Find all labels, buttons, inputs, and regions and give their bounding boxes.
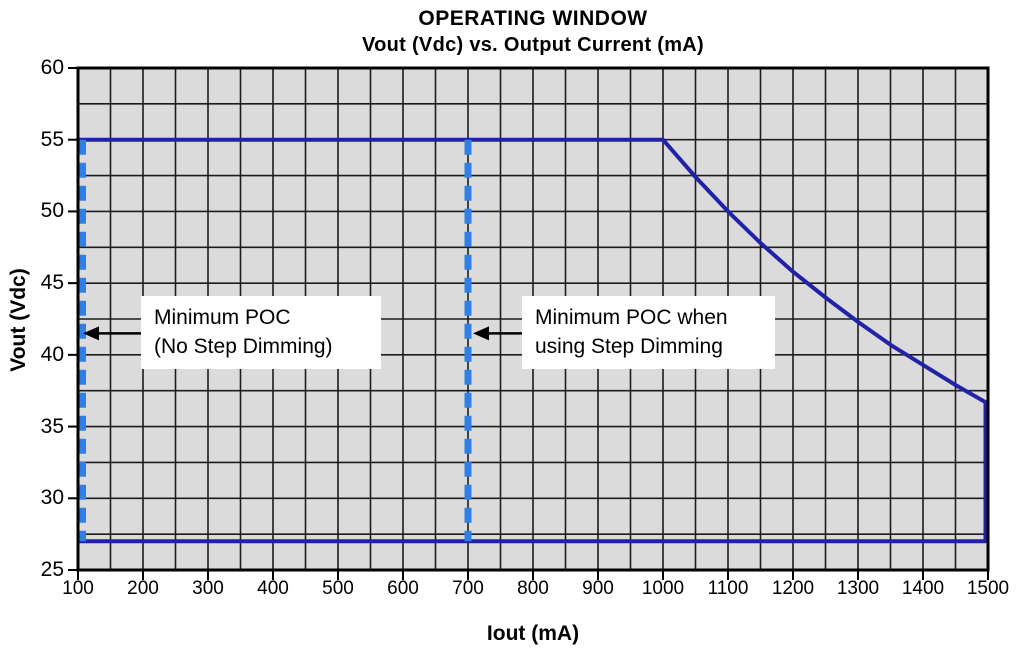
y-tick-label: 25 <box>40 558 64 581</box>
x-tick-label: 1500 <box>966 578 1010 599</box>
plot-border <box>76 66 990 572</box>
x-tick-label: 900 <box>582 578 614 599</box>
chart-subtitle: Vout (Vdc) vs. Output Current (mA) <box>361 34 705 56</box>
x-tick-label: 1300 <box>836 578 880 599</box>
x-tick-label: 700 <box>452 578 484 599</box>
annotation-arrowhead-icon <box>473 326 489 341</box>
x-tick-label: 1000 <box>641 578 685 599</box>
y-tick-label: 60 <box>40 56 64 79</box>
x-axis-title: Iout (mA) <box>486 622 580 645</box>
annotation-min-poc-step-dimming: Minimum POC when using Step Dimming <box>522 296 775 369</box>
x-tick-label: 100 <box>62 578 94 599</box>
annotation-text-line: (No Step Dimming) <box>154 335 333 358</box>
y-tick-label: 35 <box>40 414 64 438</box>
y-axis-title: Vout (Vdc) <box>7 268 30 372</box>
y-tick-label: 40 <box>40 342 64 366</box>
x-tick-label: 600 <box>387 578 419 599</box>
y-tick-label: 30 <box>40 486 64 510</box>
annotation-min-poc-no-dimming: Minimum POC (No Step Dimming) <box>141 296 381 369</box>
x-tick-label: 400 <box>257 578 289 599</box>
x-tick-label: 1200 <box>771 578 815 599</box>
y-tick-label: 45 <box>40 271 64 295</box>
x-tick-label: 300 <box>192 578 224 599</box>
annotation-text-line: Minimum POC when <box>535 306 728 329</box>
x-tick-label: 500 <box>322 578 354 599</box>
x-tick-label: 1100 <box>707 578 749 599</box>
x-tick-label: 800 <box>517 578 549 599</box>
operating-window-boundary <box>78 137 988 544</box>
annotation-text-line: Minimum POC <box>154 306 291 329</box>
annotation-arrowhead-icon <box>83 326 99 341</box>
x-tick-label: 200 <box>127 578 159 599</box>
chart-title: OPERATING WINDOW <box>418 7 648 30</box>
y-tick-label: 50 <box>40 199 64 223</box>
x-tick-label: 1400 <box>901 578 945 599</box>
y-tick-label: 55 <box>40 127 64 151</box>
annotation-text-line: using Step Dimming <box>535 335 723 358</box>
